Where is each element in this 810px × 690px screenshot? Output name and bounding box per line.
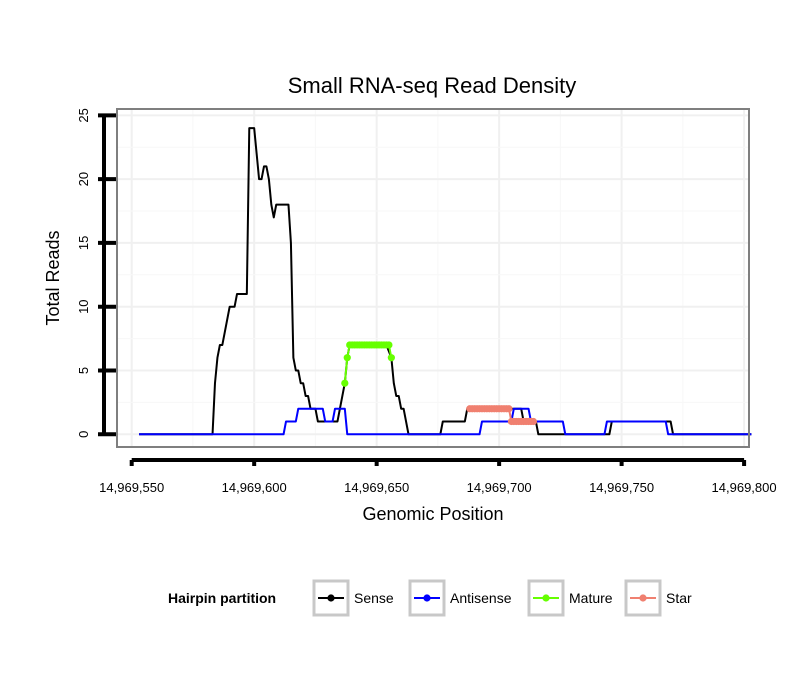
data-point-mature <box>385 341 393 349</box>
x-axis-label: Genomic Position <box>362 504 503 524</box>
chart-title: Small RNA-seq Read Density <box>288 73 577 98</box>
x-tick-label: 14,969,600 <box>222 480 287 495</box>
x-tick-label: 14,969,800 <box>712 480 777 495</box>
series-star <box>466 405 538 426</box>
x-tick-label: 14,969,550 <box>99 480 164 495</box>
legend-item-mature: Mature <box>527 579 613 617</box>
plot-border <box>116 108 750 448</box>
legend-item-star: Star <box>624 579 692 617</box>
legend-key-dot <box>639 594 647 602</box>
x-axis: 14,969,550 14,969,600 14,969,650 14,969,700… <box>99 458 777 495</box>
data-point-mature <box>341 379 349 387</box>
legend-key-dot <box>542 594 550 602</box>
series-line-antisense <box>139 407 752 436</box>
plot-area <box>117 109 749 447</box>
legend-label: Star <box>666 590 692 606</box>
y-tick-label: 15 <box>76 236 91 250</box>
y-tick-label: 5 <box>76 367 91 374</box>
legend-item-antisense: Antisense <box>408 579 512 617</box>
legend-title: Hairpin partition <box>168 590 276 606</box>
y-tick-label: 25 <box>76 108 91 122</box>
x-tick-label: 14,969,750 <box>589 480 654 495</box>
legend-key-dot <box>327 594 335 602</box>
x-tick-label: 14,969,650 <box>344 480 409 495</box>
legend-item-sense: Sense <box>312 579 394 617</box>
y-axis-label: Total Reads <box>43 230 63 325</box>
data-point-mature <box>343 354 351 362</box>
y-tick-label: 0 <box>76 431 91 438</box>
legend-key-dot <box>423 594 431 602</box>
series-layer <box>139 127 752 436</box>
data-point-mature <box>387 354 395 362</box>
data-point-star <box>505 405 513 413</box>
legend-label: Mature <box>569 590 613 606</box>
legend-label: Antisense <box>450 590 512 606</box>
y-axis: 0 5 10 15 20 25 <box>76 108 116 438</box>
series-mature <box>341 341 395 387</box>
series-antisense <box>139 407 752 436</box>
legend-label: Sense <box>354 590 394 606</box>
y-tick-label: 10 <box>76 299 91 313</box>
y-tick-label: 20 <box>76 172 91 186</box>
x-tick-label: 14,969,700 <box>467 480 532 495</box>
data-point-star <box>529 417 538 426</box>
legend: Hairpin partition Sense Antisense Mature St… <box>168 579 692 617</box>
